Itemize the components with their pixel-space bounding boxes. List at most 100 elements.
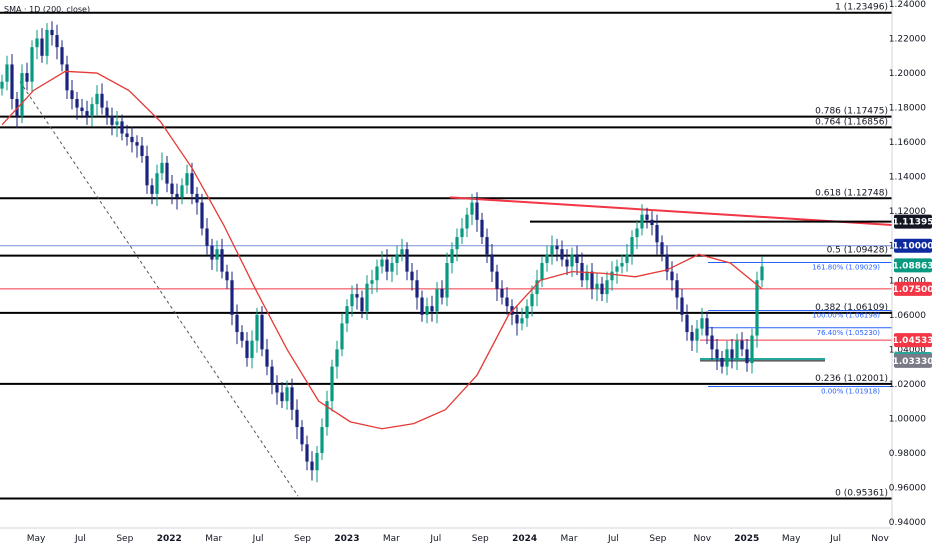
candle-body [300, 427, 304, 445]
candle-body [90, 104, 94, 117]
candle-body [140, 145, 144, 156]
y-tick-label: 0.98000 [889, 449, 926, 459]
candle-body [325, 401, 329, 428]
candle-body [555, 245, 559, 250]
candle-body [435, 288, 439, 312]
candle-body [455, 237, 459, 250]
candle-body [575, 254, 579, 263]
candle-body [115, 121, 119, 125]
candle-body [120, 121, 124, 134]
y-tick-label: 1.02000 [889, 380, 926, 390]
x-tick-label: May [782, 534, 801, 544]
candle-body [560, 249, 564, 260]
x-tick-label: Jul [74, 534, 86, 544]
candle-body [285, 387, 289, 402]
candle-body [535, 280, 539, 295]
candle-body [125, 133, 129, 137]
candle-body [505, 297, 509, 307]
candle-body [170, 183, 174, 194]
x-tick-label: 2023 [334, 534, 359, 544]
candle-body [250, 340, 254, 358]
candle-body [135, 142, 139, 146]
candle-body [105, 107, 109, 117]
fib-level-label: 0.236 (1.02001) [815, 374, 888, 384]
candle-body [395, 254, 399, 263]
indicator-label: SMA · 1D (200, close) [4, 5, 90, 14]
candle-body [360, 297, 364, 312]
candle-body [335, 349, 339, 367]
candle-body [465, 214, 469, 229]
candle-body [715, 349, 719, 358]
candle-body [750, 335, 754, 364]
candle-body [165, 162, 169, 184]
candle-body [590, 271, 594, 289]
fib-level-label: 0.618 (1.12748) [815, 188, 888, 198]
candle-body [95, 93, 99, 105]
candle-body [65, 64, 69, 91]
candle-body [130, 136, 134, 143]
candle-body [430, 306, 434, 312]
candle-body [110, 116, 114, 125]
candle-body [310, 461, 314, 471]
candle-body [200, 202, 204, 229]
candle-body [220, 249, 224, 272]
x-tick-label: Mar [561, 534, 578, 544]
candle-body [330, 366, 334, 402]
candle-body [605, 280, 609, 295]
candle-body [255, 314, 259, 341]
fib-level-label: 0 (0.95361) [835, 489, 888, 499]
candle-body [35, 38, 39, 48]
candle-body [405, 249, 409, 272]
candle-body [210, 245, 214, 260]
candle-body [440, 288, 444, 298]
candle-body [20, 73, 24, 117]
y-tick-label: 1.00000 [889, 414, 926, 424]
candle-body [695, 328, 699, 341]
minor-fib-label: 0.00% (1.01918) [821, 387, 880, 395]
candle-body [425, 306, 429, 315]
fib-level-label: 1 (1.23496) [835, 3, 888, 13]
candle-body [625, 254, 629, 263]
x-tick-label: Nov [871, 534, 889, 544]
candle-body [60, 47, 64, 65]
candle-body [735, 340, 739, 358]
y-tick-label: 1.06000 [889, 311, 926, 321]
candle-body [155, 173, 159, 194]
candle-body [80, 107, 84, 112]
dashed-trend [19, 81, 299, 497]
candle-body [725, 349, 729, 367]
candle-body [230, 280, 234, 315]
candle-body [485, 237, 489, 255]
y-tick-label: 1.12000 [889, 207, 926, 217]
candle-body [245, 340, 249, 358]
minor-fib-label: 161.80% (1.09029) [812, 263, 880, 271]
price-tag-label: 1.03330 [893, 357, 932, 367]
candle-body [500, 288, 504, 298]
candle-body [370, 280, 374, 284]
candle-body [585, 271, 589, 281]
candle-body [75, 98, 79, 108]
candle-body [670, 271, 674, 281]
candle-body [635, 228, 639, 238]
candle-body [10, 64, 14, 99]
candle-body [340, 323, 344, 350]
price-tag [894, 238, 932, 253]
x-tick-label: Nov [694, 534, 712, 544]
candle-body [225, 271, 229, 281]
candle-body [475, 202, 479, 220]
price-tag-label: 1.07500 [893, 285, 932, 295]
x-tick-label: Mar [383, 534, 400, 544]
fib-level-label: 0.764 (1.16856) [815, 117, 888, 127]
price-tag-label: 1.08863 [893, 261, 932, 271]
candle-body [600, 283, 604, 295]
candle-body [490, 254, 494, 272]
price-tag [894, 258, 932, 273]
candle-body [30, 47, 34, 82]
candle-body [365, 283, 369, 312]
price-tag-label: 1.10000 [893, 242, 932, 252]
price-tag-label: 1.11395 [893, 218, 932, 228]
candle-body [320, 427, 324, 453]
candle-body [690, 332, 694, 341]
candle-body [540, 263, 544, 281]
